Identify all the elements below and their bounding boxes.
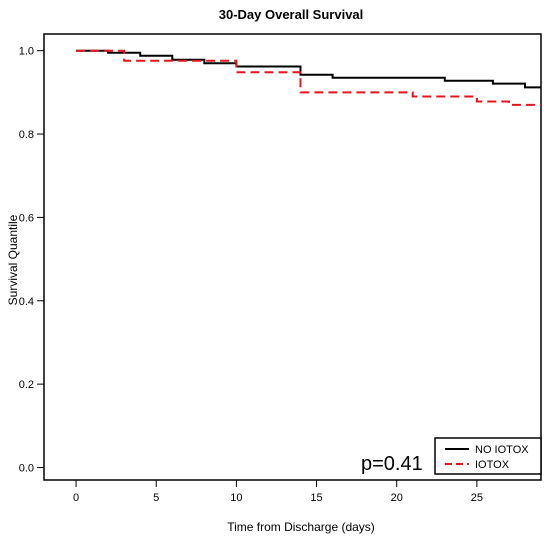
plot-frame (43, 33, 542, 481)
y-axis: 0.0 0.2 0.4 0.6 0.8 1.0 (19, 46, 44, 474)
x-tick-label: 5 (153, 492, 159, 504)
y-tick-label: 1.0 (19, 46, 34, 58)
x-tick-label: 15 (310, 492, 322, 504)
y-axis-title: Survival Quantile (6, 214, 20, 305)
y-tick-label: 0.6 (19, 212, 34, 224)
series-line-2 (76, 49, 541, 106)
plot-area (43, 33, 542, 481)
chart-title: 30-Day Overall Survival (219, 7, 364, 22)
p-value-annotation: p=0.41 (361, 453, 423, 475)
x-tick-label: 10 (230, 492, 242, 504)
legend-label: NO IOTOX (475, 444, 529, 456)
y-tick-label: 0.0 (19, 462, 34, 474)
x-axis: 0 5 10 15 20 25 (73, 480, 483, 504)
legend: NO IOTOX IOTOX (434, 437, 542, 475)
legend-box (434, 437, 542, 475)
series-layer (76, 49, 541, 106)
y-tick-label: 0.8 (19, 129, 34, 141)
legend-label: IOTOX (475, 459, 510, 471)
y-tick-label: 0.4 (19, 296, 34, 308)
x-tick-label: 25 (471, 492, 483, 504)
y-tick-label: 0.2 (19, 379, 34, 391)
x-axis-title: Time from Discharge (days) (227, 520, 375, 534)
x-tick-label: 0 (73, 492, 79, 504)
series-line-1 (76, 49, 541, 89)
x-tick-label: 20 (391, 492, 403, 504)
